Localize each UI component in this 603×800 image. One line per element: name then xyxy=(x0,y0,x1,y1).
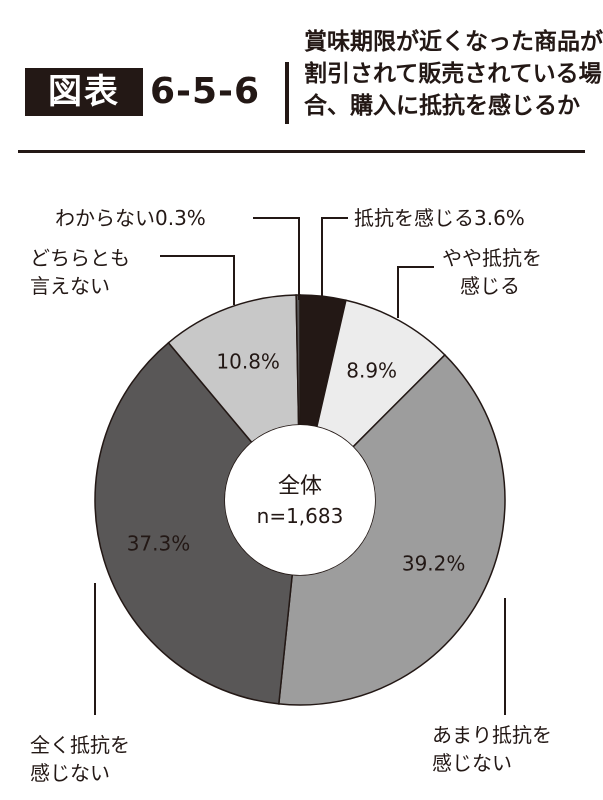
callout-label: 感じる xyxy=(460,274,520,298)
callout-label: わからない0.3% xyxy=(55,206,206,230)
callout-line xyxy=(321,217,348,308)
header-rule xyxy=(18,150,585,153)
callout-label: 感じない xyxy=(432,751,512,775)
figure-title-line: 合、購入に抵抗を感じるか xyxy=(304,93,580,119)
callout-label: やや抵抗を xyxy=(442,246,542,270)
callout-line xyxy=(160,255,235,305)
callout-label: どちらとも xyxy=(30,246,130,270)
sample-size-label: n=1,683 xyxy=(257,504,344,528)
slice-value-label: 37.3% xyxy=(127,531,191,555)
slice-value-label: 8.9% xyxy=(346,358,397,382)
donut-slice xyxy=(94,341,294,705)
center-label: 全体 xyxy=(278,474,322,499)
donut-hole xyxy=(225,425,375,575)
figure-title-line: 割引されて販売されている場 xyxy=(304,61,602,87)
header-divider xyxy=(285,62,289,124)
donut-slices xyxy=(94,294,506,706)
figure-badge-label: 図表 xyxy=(48,72,120,112)
callout-line xyxy=(397,266,434,318)
callout-label: 感じない xyxy=(30,761,110,785)
callout-label: 全く抵抗を xyxy=(30,733,130,757)
figure-title-line: 賞味期限が近くなった商品が xyxy=(304,29,603,55)
callout-label: 抵抗を感じる3.6% xyxy=(354,206,525,230)
figure-number: 6-5-6 xyxy=(150,71,261,112)
slice-value-label: 10.8% xyxy=(216,349,280,373)
figure-title: 賞味期限が近くなった商品が 割引されて販売されている場 合、購入に抵抗を感じるか xyxy=(304,26,603,122)
callout-label: あまり抵抗を xyxy=(432,723,552,747)
slice-value-label: 39.2% xyxy=(402,552,466,576)
figure-header: 図表 6-5-6 賞味期限が近くなった商品が 割引されて販売されている場 合、購… xyxy=(0,0,603,160)
callout-label: 言えない xyxy=(30,274,110,298)
callout-line xyxy=(253,217,300,300)
figure-badge: 図表 xyxy=(25,68,143,116)
